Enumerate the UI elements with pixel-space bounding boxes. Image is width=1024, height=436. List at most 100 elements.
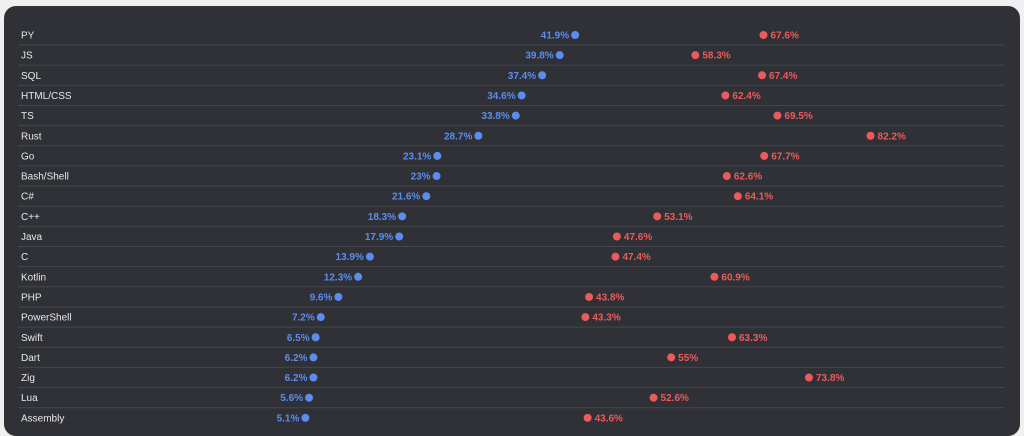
category-label: SQL <box>21 71 41 82</box>
row-c: C 13.9% 47.4% <box>18 252 1004 268</box>
category-label: Kotlin <box>21 272 46 283</box>
category-label: JS <box>21 51 33 62</box>
high-value-label: 67.7% <box>771 151 799 162</box>
category-label: PowerShell <box>21 313 72 324</box>
low-value-label: 23.1% <box>403 151 431 162</box>
high-value-label: 43.8% <box>596 292 624 303</box>
low-value-label: 13.9% <box>336 252 364 263</box>
high-value-label: 67.4% <box>769 71 797 82</box>
row-dart: Dart 6.2% 55% <box>18 353 1004 368</box>
category-label: HTML/CSS <box>21 91 72 102</box>
category-label: Lua <box>21 393 38 404</box>
high-value-label: 62.4% <box>732 91 760 102</box>
row-lua: Lua 5.6% 52.6% <box>18 393 1004 409</box>
high-value-label: 73.8% <box>816 373 844 384</box>
high-value-label: 64.1% <box>745 192 773 203</box>
high-value-label: 67.6% <box>771 31 799 42</box>
low-value-dot <box>395 232 404 241</box>
high-value-label: 47.4% <box>622 252 650 263</box>
low-value-label: 18.3% <box>368 212 396 223</box>
low-value-dot <box>301 413 310 422</box>
low-value-dot <box>398 212 407 221</box>
low-value-dot <box>316 313 325 322</box>
row-rust: Rust 28.7% 82.2% <box>18 131 1004 147</box>
low-value-dot <box>538 71 547 80</box>
high-value-label: 47.6% <box>624 232 652 243</box>
high-value-dot <box>758 71 767 80</box>
high-value-label: 62.6% <box>734 172 762 183</box>
row-kotlin: Kotlin 12.3% 60.9% <box>18 272 1004 288</box>
low-value-dot <box>432 172 441 181</box>
low-value-dot <box>474 131 483 140</box>
category-label: Dart <box>21 353 40 364</box>
row-c-: C++ 18.3% 53.1% <box>18 212 1004 227</box>
low-value-dot <box>311 333 320 342</box>
high-value-dot <box>691 51 700 60</box>
category-label: Rust <box>21 131 42 142</box>
high-value-dot <box>583 413 592 422</box>
category-label: Go <box>21 151 35 162</box>
high-value-dot <box>722 172 731 181</box>
low-value-label: 21.6% <box>392 192 420 203</box>
low-value-label: 6.5% <box>287 333 310 344</box>
high-value-label: 82.2% <box>878 131 906 142</box>
low-value-dot <box>517 91 526 100</box>
low-value-label: 37.4% <box>508 71 536 82</box>
row-c-: C# 21.6% 64.1% <box>18 192 1004 207</box>
high-value-dot <box>710 272 719 281</box>
high-value-dot <box>667 353 676 362</box>
high-value-label: 60.9% <box>721 272 749 283</box>
category-label: Assembly <box>21 413 64 424</box>
high-value-label: 69.5% <box>784 111 812 122</box>
row-js: JS 39.8% 58.3% <box>18 51 1004 66</box>
low-value-label: 39.8% <box>525 51 553 62</box>
row-powershell: PowerShell 7.2% 43.3% <box>18 313 1004 328</box>
high-value-dot <box>727 333 736 342</box>
high-value-label: 52.6% <box>661 393 689 404</box>
low-value-label: 5.1% <box>277 413 300 424</box>
high-value-dot <box>773 111 782 120</box>
low-value-label: 9.6% <box>310 292 333 303</box>
row-assembly: Assembly 5.1% 43.6% <box>21 413 623 424</box>
category-label: C <box>21 252 28 263</box>
category-label: Swift <box>21 333 43 344</box>
low-value-dot <box>354 272 363 281</box>
high-value-label: 55% <box>678 353 698 364</box>
low-value-dot <box>309 353 318 362</box>
category-label: TS <box>21 111 34 122</box>
dumbbell-chart: PY 41.9% 67.6% JS 39.8% 58.3% SQL 37.4% 67.4% HTM… <box>18 31 1004 424</box>
high-value-dot <box>581 313 590 322</box>
low-value-label: 34.6% <box>487 91 515 102</box>
low-value-dot <box>422 192 431 201</box>
row-go: Go 23.1% 67.7% <box>18 151 1004 167</box>
low-value-label: 17.9% <box>365 232 393 243</box>
low-value-label: 6.2% <box>285 373 308 384</box>
high-value-dot <box>760 151 769 160</box>
category-label: C# <box>21 192 34 203</box>
low-value-label: 33.8% <box>481 111 509 122</box>
category-label: Bash/Shell <box>21 172 69 183</box>
low-value-label: 28.7% <box>444 131 472 142</box>
high-value-label: 58.3% <box>702 51 730 62</box>
low-value-dot <box>365 252 374 261</box>
row-zig: Zig 6.2% 73.8% <box>18 373 1004 389</box>
low-value-dot <box>433 151 442 160</box>
category-label: Zig <box>21 373 35 384</box>
high-value-label: 43.6% <box>595 413 623 424</box>
row-php: PHP 9.6% 43.8% <box>18 292 1004 308</box>
low-value-label: 5.6% <box>280 393 303 404</box>
high-value-dot <box>733 192 742 201</box>
category-label: PHP <box>21 292 42 303</box>
high-value-dot <box>649 393 658 402</box>
high-value-dot <box>804 373 813 382</box>
high-value-dot <box>611 252 620 261</box>
row-py: PY 41.9% 67.6% <box>18 31 1004 46</box>
low-value-label: 41.9% <box>541 31 569 42</box>
low-value-dot <box>511 111 520 120</box>
low-value-dot <box>571 31 580 39</box>
row-swift: Swift 6.5% 63.3% <box>18 333 1004 348</box>
category-label: C++ <box>21 212 40 223</box>
category-label: PY <box>21 31 35 42</box>
row-sql: SQL 37.4% 67.4% <box>18 71 1004 86</box>
low-value-dot <box>555 51 564 60</box>
